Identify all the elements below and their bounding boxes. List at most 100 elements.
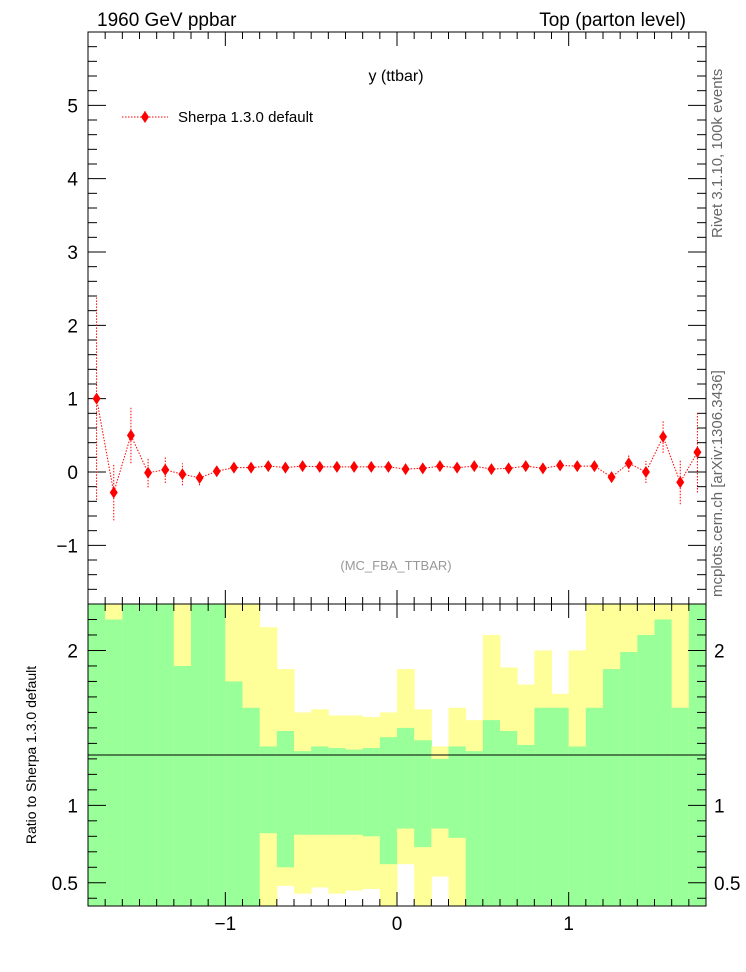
data-point [195, 471, 204, 484]
ratio-band-inner [568, 746, 587, 906]
y-tick-label: −1 [56, 536, 78, 557]
legend-diamond-marker-icon [141, 111, 149, 123]
data-point [641, 466, 650, 478]
legend: Sherpa 1.3.0 default [122, 109, 314, 126]
main-y-tick-labels: −1 0 1 2 3 4 5 [56, 96, 78, 557]
data-point [693, 446, 702, 459]
data-point [504, 462, 513, 475]
data-point [109, 486, 118, 499]
data-point [521, 460, 530, 473]
ratio-band-inner [585, 707, 604, 906]
ratio-band-inner [345, 749, 364, 835]
ratio-band-inner [294, 751, 312, 835]
data-point [229, 461, 238, 474]
series-sherpa [92, 297, 702, 521]
x-tick-label: 0 [392, 914, 403, 935]
ratio-y-tick-label-left: 1 [67, 796, 78, 817]
data-point [367, 460, 376, 473]
ratio-band-inner [671, 707, 690, 906]
data-point [92, 392, 101, 405]
ratio-y-tick-label-right: 0.5 [714, 874, 740, 895]
ratio-band-inner [242, 707, 261, 906]
x-tick-label: −1 [214, 914, 236, 935]
ratio-band-inner [482, 720, 501, 906]
ratio-band-inner [259, 746, 278, 834]
data-point [384, 460, 393, 473]
ratio-panel: 0.5 0.5 1 1 2 2 −1 0 1 Ratio to Sherpa 1.3.0 de… [23, 603, 741, 935]
data-point [418, 462, 427, 475]
data-point [144, 466, 153, 479]
y-tick-label: 0 [67, 463, 78, 484]
header-process-label: Top (parton level) [539, 10, 686, 31]
ratio-band-inner [379, 737, 398, 865]
data-point [264, 460, 273, 473]
analysis-label: (MC_FBA_TTBAR) [340, 558, 451, 573]
data-point [556, 459, 565, 472]
ratio-band-inner [465, 751, 484, 906]
mcplots-credit-label: mcplots.cern.ch [arXiv:1306.3436] [709, 370, 726, 597]
ratio-band-inner [276, 730, 295, 868]
data-point [659, 430, 668, 443]
x-tick-labels: −1 0 1 [214, 914, 573, 935]
ratio-panel-frame [87, 603, 707, 907]
ratio-y-tick-label-left: 2 [67, 641, 78, 662]
data-point [212, 465, 221, 478]
data-point [332, 460, 341, 473]
ratio-band-inner [431, 758, 449, 829]
ratio-y-tick-label-right: 1 [714, 796, 725, 817]
data-point [178, 468, 187, 481]
data-point [538, 462, 547, 475]
ratio-y-tick-label-left: 0.5 [52, 874, 78, 895]
ratio-band-inner [328, 748, 346, 835]
ratio-band-inner [534, 707, 552, 906]
ratio-band-inner [620, 652, 638, 906]
data-point [126, 429, 135, 442]
data-point [624, 457, 633, 470]
chart-title: y (ttbar) [368, 68, 423, 85]
header-energy-label: 1960 GeV ppbar [97, 10, 237, 31]
data-point [590, 460, 599, 473]
ratio-band-inner [603, 669, 621, 906]
ratio-y-tick-label-right: 2 [714, 641, 725, 662]
data-point [470, 460, 479, 473]
data-point [676, 476, 685, 489]
y-tick-label: 4 [67, 170, 78, 191]
data-point [435, 460, 444, 473]
ratio-y-tick-labels: 0.5 0.5 1 1 2 2 [52, 641, 741, 894]
data-point [247, 461, 256, 474]
ratio-axis-ticks [87, 604, 707, 906]
ratio-band-inner [173, 665, 192, 906]
ratio-band-inner [500, 730, 518, 906]
ratio-band-inner [362, 748, 381, 837]
data-point [487, 463, 496, 476]
ratio-y-axis-label: Ratio to Sherpa 1.3.0 default [23, 666, 39, 844]
ratio-band-inner [414, 740, 432, 848]
ratio-band-inner [517, 744, 535, 906]
data-point [315, 460, 324, 473]
series-line [96, 398, 698, 493]
y-tick-label: 5 [67, 96, 78, 117]
y-tick-label: 1 [67, 390, 78, 411]
ratio-band-inner [397, 727, 415, 829]
ratio-band-inner [225, 681, 243, 906]
data-point [350, 460, 359, 473]
ratio-band-inner [105, 619, 123, 906]
data-point [607, 471, 616, 484]
rivet-version-label: Rivet 3.1.10, 100k events [709, 69, 726, 238]
ratio-band-inner [637, 634, 655, 906]
data-point [401, 463, 410, 476]
legend-label-sherpa: Sherpa 1.3.0 default [178, 109, 314, 126]
y-tick-label: 2 [67, 316, 78, 337]
ratio-band-inner [311, 746, 329, 835]
x-tick-label: 1 [563, 914, 574, 935]
data-point [298, 460, 307, 473]
ratio-band-inner [654, 619, 673, 906]
ratio-band-inner [551, 707, 570, 906]
data-point [573, 460, 582, 473]
y-tick-label: 3 [67, 243, 78, 264]
data-point [281, 461, 290, 474]
ratio-band-inner [448, 746, 467, 838]
data-point [453, 461, 462, 474]
main-panel: −1 0 1 2 3 4 5 y (ttbar) (MC_FBA_TTBAR) Sherpa… [56, 31, 707, 605]
